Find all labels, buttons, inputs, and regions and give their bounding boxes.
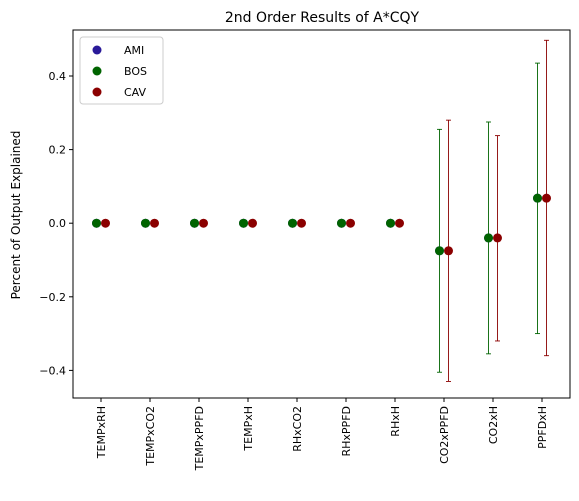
y-tick-label: 0.4: [49, 70, 67, 83]
data-point-bos: [288, 218, 297, 228]
y-tick-label: −0.2: [39, 291, 66, 304]
data-point-cav: [542, 193, 551, 203]
chart-title: 2nd Order Results of A*CQY: [225, 10, 420, 26]
data-point-cav: [101, 218, 110, 228]
legend: AMI BOS CAV: [79, 36, 164, 105]
data-point-bos: [484, 233, 493, 243]
data-point-cav: [346, 218, 355, 228]
y-tick-label: 0.2: [49, 144, 67, 157]
data-point-bos: [533, 193, 542, 203]
data-point-bos: [239, 218, 248, 228]
data-point-cav: [297, 218, 306, 228]
data-point-bos: [435, 246, 444, 256]
legend-marker: [92, 87, 102, 97]
plot-content: −0.4 −0.2 0.0 0.2 0.4 TEMPxRH TEMPxCO2 TEMPxPPF…: [39, 39, 551, 471]
x-tick-label: TEMPxRH: [95, 406, 108, 459]
data-point-bos: [141, 218, 150, 228]
data-point-cav: [493, 233, 502, 243]
data-point-cav: [248, 218, 257, 228]
x-tick-label: RHxH: [389, 406, 402, 437]
data-point-cav: [444, 246, 453, 256]
legend-box: [79, 36, 164, 105]
x-tick-label: TEMPxCO2: [144, 406, 157, 467]
data-point-cav: [199, 218, 208, 228]
legend-label: BOS: [124, 65, 147, 78]
data-point-cav: [395, 218, 404, 228]
data-point-cav: [150, 218, 159, 228]
data-point-bos: [92, 218, 101, 228]
legend-marker: [92, 45, 102, 55]
data-point-bos: [190, 218, 199, 228]
x-tick-label: PPFDxH: [536, 406, 549, 449]
data-point-bos: [337, 218, 346, 228]
x-tick-label: RHxCO2: [291, 406, 304, 452]
y-tick-label: −0.4: [39, 364, 66, 377]
legend-marker: [92, 66, 102, 76]
x-tick-label: TEMPxH: [242, 406, 255, 452]
x-tick-label: CO2xH: [487, 406, 500, 444]
x-tick-label: TEMPxPPFD: [193, 406, 206, 471]
legend-label: CAV: [124, 86, 147, 99]
x-tick-label: RHxPPFD: [340, 406, 353, 457]
y-axis-label: Percent of Output Explained: [9, 131, 23, 300]
y-tick-label: 0.0: [49, 217, 67, 230]
x-tick-label: CO2xPPFD: [438, 406, 451, 464]
data-point-bos: [386, 218, 395, 228]
legend-label: AMI: [124, 44, 144, 57]
plot-frame: [72, 29, 571, 399]
